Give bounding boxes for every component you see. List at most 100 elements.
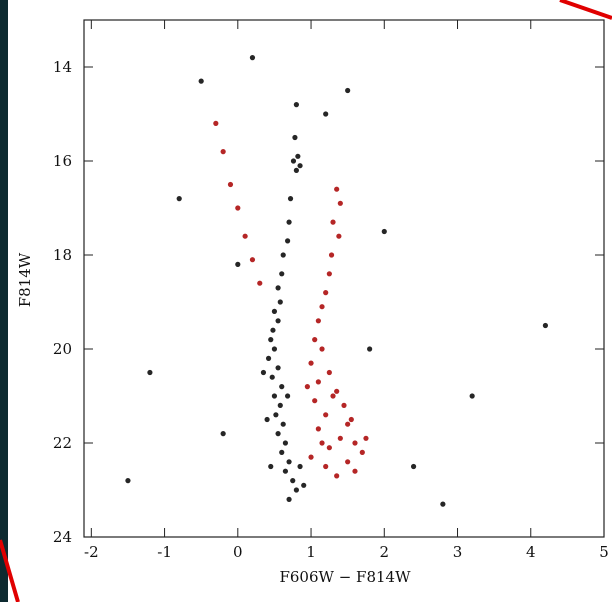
x-tick-label: 0	[233, 543, 243, 561]
point	[293, 487, 299, 493]
point	[260, 369, 267, 376]
point	[249, 257, 256, 263]
x-tick-label: -1	[157, 543, 172, 561]
point	[125, 478, 131, 484]
point	[297, 463, 303, 470]
point	[286, 219, 292, 225]
point	[271, 346, 278, 352]
point	[268, 337, 274, 343]
point	[286, 496, 292, 502]
point	[323, 111, 329, 117]
point	[308, 454, 314, 460]
point	[337, 435, 343, 441]
x-tick-label: 1	[306, 543, 316, 561]
point	[326, 369, 332, 376]
point	[319, 440, 325, 446]
y-tick-label: 18	[53, 246, 72, 264]
point	[345, 87, 351, 94]
point	[275, 365, 281, 371]
point	[279, 449, 285, 455]
y-tick-label: 14	[53, 58, 72, 76]
point	[271, 393, 278, 399]
point	[220, 149, 226, 155]
point	[277, 299, 283, 305]
x-tick-label: 5	[599, 543, 609, 561]
point	[326, 445, 332, 451]
point	[315, 426, 321, 432]
point	[290, 158, 297, 164]
point	[147, 369, 153, 376]
point	[198, 78, 204, 84]
point	[297, 163, 303, 169]
point	[352, 468, 358, 474]
point	[323, 463, 329, 470]
point	[348, 416, 354, 423]
x-tick-label: 4	[526, 543, 536, 561]
point	[282, 440, 289, 446]
point	[265, 355, 272, 361]
point	[270, 327, 276, 333]
point	[279, 384, 285, 390]
point	[352, 440, 358, 446]
point	[293, 167, 299, 173]
point	[330, 393, 336, 399]
point	[319, 304, 325, 310]
point	[275, 431, 281, 437]
point	[269, 374, 275, 380]
point	[292, 134, 298, 141]
point	[363, 435, 369, 441]
point	[220, 431, 226, 437]
point	[275, 318, 281, 324]
point	[323, 412, 329, 418]
y-tick-label: 24	[53, 528, 72, 546]
point	[323, 290, 329, 296]
point	[285, 393, 291, 399]
x-tick-label: 2	[380, 543, 390, 561]
point	[279, 271, 285, 277]
decor-line	[559, 0, 612, 20]
point	[326, 271, 332, 277]
point	[273, 412, 279, 418]
point	[334, 388, 340, 394]
point	[359, 449, 365, 455]
point	[227, 181, 234, 188]
point	[542, 322, 549, 329]
point	[280, 252, 286, 258]
point	[271, 308, 278, 314]
point	[410, 463, 417, 470]
point	[334, 186, 340, 192]
x-tick-label: -2	[84, 543, 99, 561]
point	[301, 482, 307, 488]
panel	[8, 0, 612, 602]
x-axis-label: F606W − F814W	[279, 568, 411, 586]
point	[319, 346, 325, 352]
point	[469, 393, 475, 399]
point	[264, 416, 270, 423]
point	[280, 421, 286, 427]
point	[268, 463, 274, 470]
point	[312, 398, 318, 404]
y-axis-label: F814W	[16, 252, 34, 307]
point	[341, 402, 347, 408]
point	[257, 280, 263, 286]
point	[277, 402, 283, 408]
y-tick-label: 20	[53, 340, 72, 358]
point	[312, 337, 318, 343]
point	[235, 205, 241, 211]
point	[345, 421, 351, 427]
point	[315, 379, 321, 385]
point	[381, 228, 387, 235]
point	[345, 459, 351, 465]
point	[235, 261, 241, 267]
point	[367, 346, 373, 352]
point	[336, 233, 342, 239]
point	[249, 55, 256, 61]
point	[285, 238, 291, 244]
point	[242, 233, 248, 239]
point	[282, 468, 289, 474]
point	[176, 196, 182, 202]
point	[286, 459, 292, 465]
y-tick-label: 22	[53, 434, 72, 452]
point	[304, 384, 310, 390]
